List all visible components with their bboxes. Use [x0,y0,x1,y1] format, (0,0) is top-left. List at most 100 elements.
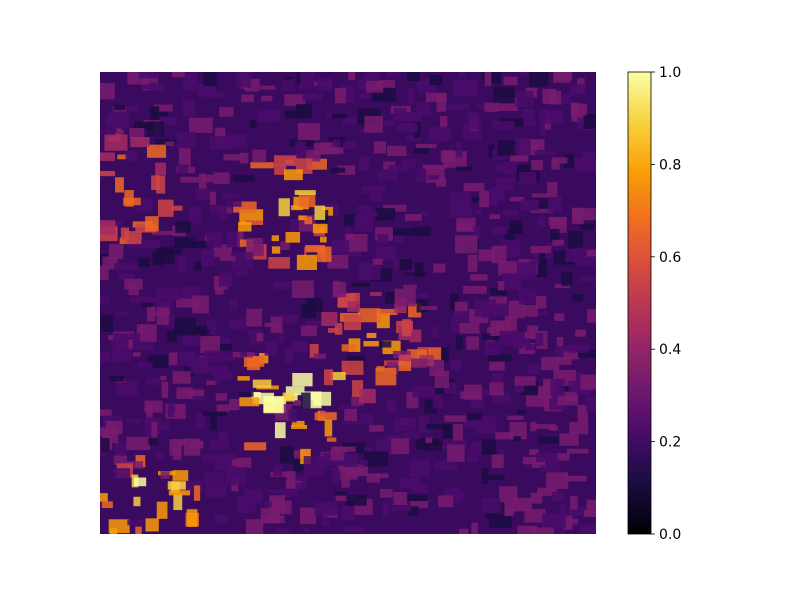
colorbar-tick-label: 0.2 [659,435,681,451]
heatmap-cell [492,393,511,404]
heatmap-cell [408,88,415,105]
heatmap-cell [160,471,170,479]
heatmap-cell [285,386,305,396]
heatmap-cell [124,278,143,290]
heatmap-cell [146,404,153,418]
heatmap-cell [400,477,421,489]
heatmap-cell [491,121,515,130]
heatmap-cell [292,373,313,387]
heatmap-cell [401,158,416,169]
heatmap-cell [192,240,214,248]
heatmap-cell [463,285,487,294]
heatmap-image [100,72,596,534]
heatmap-cell [574,158,590,171]
heatmap-cell [409,329,422,343]
heatmap-cell [471,522,478,534]
heatmap-cell [252,392,275,405]
heatmap-cell [238,222,252,232]
heatmap-cell [530,246,552,254]
heatmap-cell [474,299,497,317]
heatmap-cell [472,196,483,202]
heatmap-cell [459,528,469,534]
heatmap-cell [398,360,412,372]
heatmap-cell [117,154,127,160]
heatmap-cell [284,110,306,119]
heatmap-cell [386,400,397,413]
heatmap-cell [533,311,548,316]
heatmap-cell [358,262,381,281]
heatmap-cell [252,149,266,163]
heatmap-cell [414,122,421,138]
heatmap-cell [550,425,559,431]
heatmap-cell [332,282,347,298]
heatmap-cell [209,191,216,205]
colorbar-tick-label: 0.0 [659,527,681,543]
heatmap-cell [206,319,216,336]
heatmap-cell [565,248,579,263]
heatmap-cell [149,106,160,123]
heatmap-cell [366,80,384,93]
heatmap-cell [206,380,216,385]
heatmap-cell [537,217,546,228]
heatmap-cell [561,94,571,104]
heatmap-cell [528,72,549,87]
heatmap-cell [268,257,290,269]
heatmap-cell [527,364,540,375]
colorbar-gradient [628,72,651,534]
heatmap-cell [510,224,523,234]
heatmap-cell [497,140,520,156]
heatmap-cell [250,162,274,169]
colorbar-tick-label: 1.0 [659,65,681,81]
heatmap-cell [172,470,189,481]
heatmap-cell [306,76,313,85]
heatmap-cell [403,284,417,290]
heatmap-cell [280,241,290,250]
heatmap-cell [176,298,200,308]
heatmap-cell [264,501,272,508]
heatmap-cell [456,217,476,232]
heatmap-cell [453,79,478,97]
heatmap-cell [109,527,118,534]
heatmap-cell [530,422,537,432]
heatmap-cell [215,393,228,401]
heatmap-cell [331,467,339,481]
heatmap-cell [415,143,437,149]
heatmap-cell [547,195,563,212]
heatmap-cell [132,352,141,357]
heatmap-cell [147,355,169,368]
heatmap-cell [237,376,250,381]
heatmap-cell [470,274,488,281]
heatmap-cell [490,287,507,296]
heatmap-cell [551,158,560,170]
heatmap-cell [382,502,389,518]
heatmap-cell [572,208,596,221]
heatmap-cell [261,95,273,102]
heatmap-cell [341,344,357,352]
heatmap-cell [231,459,241,466]
heatmap-cell [359,156,370,172]
heatmap-cell [420,306,438,311]
heatmap-cell [375,120,396,127]
heatmap-cell [125,418,141,424]
heatmap-cell [300,325,317,337]
heatmap-cell [167,481,186,490]
heatmap-cell [554,345,569,353]
heatmap-cell [114,442,127,460]
heatmap-cell [377,234,389,244]
heatmap-cell [587,309,596,323]
heatmap-cell [157,199,174,217]
heatmap-cell [433,263,446,273]
heatmap-cell [195,413,206,429]
heatmap-cell [202,411,227,417]
heatmap-cell [546,453,559,469]
heatmap-cell [412,386,436,398]
heatmap-cell [271,246,281,254]
heatmap-cell [141,239,161,249]
heatmap-cell [239,152,249,164]
heatmap-cell [427,175,439,180]
heatmap-cell [133,496,141,507]
heatmap-cell [439,116,448,128]
heatmap-cell [250,119,257,128]
heatmap-cell [483,72,501,84]
heatmap-cell [105,117,120,127]
